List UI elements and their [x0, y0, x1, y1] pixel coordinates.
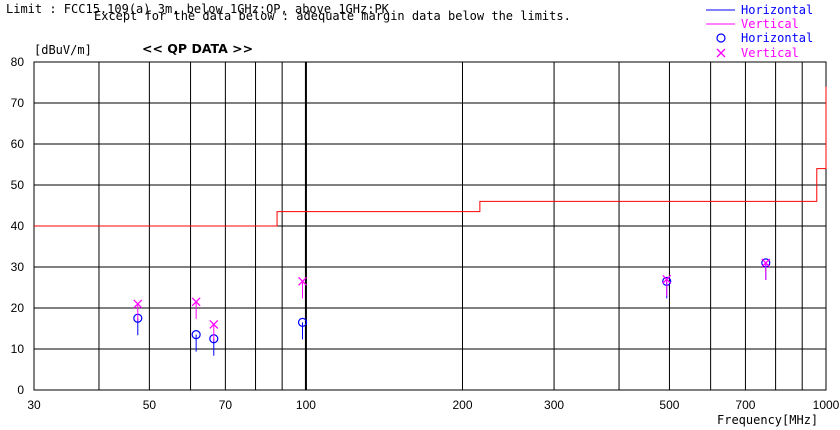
x-tick-label: 30 — [27, 398, 41, 412]
vertical-point — [761, 258, 771, 268]
x-tick-label: 200 — [452, 398, 472, 412]
y-axis-label: [dBuV/m] — [34, 43, 92, 57]
y-tick-label: 40 — [11, 219, 25, 233]
y-tick-label: 50 — [11, 178, 25, 192]
legend-circle-swatch — [716, 33, 726, 43]
x-tick-label: 50 — [143, 398, 157, 412]
cross-stroke — [662, 274, 672, 284]
legend-label: Horizontal — [741, 31, 813, 45]
x-tick-label: 100 — [296, 398, 316, 412]
y-tick-label: 80 — [11, 55, 25, 69]
cross-stroke — [761, 258, 771, 268]
cross-stroke — [209, 319, 219, 329]
y-tick-label: 60 — [11, 137, 25, 151]
chart-title: << QP DATA >> — [142, 41, 253, 56]
vertical-point — [662, 274, 672, 284]
horizontal-point — [191, 330, 201, 340]
vertical-point — [209, 319, 219, 329]
legend-label: Horizontal — [741, 3, 813, 17]
x-tick-label: 70 — [219, 398, 233, 412]
vertical-point — [133, 299, 143, 309]
x-tick-label: 1000 — [813, 398, 840, 412]
legend-cross-swatch — [716, 48, 726, 58]
legend-label: Vertical — [741, 46, 799, 60]
vertical-point — [191, 297, 201, 307]
limit-line — [34, 86, 827, 227]
cross-stroke — [191, 297, 201, 307]
horizontal-point — [297, 317, 308, 327]
cross-stroke — [298, 276, 307, 286]
cross-stroke — [133, 299, 143, 309]
y-tick-label: 0 — [17, 383, 24, 397]
legend-label: Vertical — [741, 17, 799, 31]
y-tick-label: 10 — [11, 342, 25, 356]
x-tick-label: 500 — [659, 398, 679, 412]
data-marks — [133, 258, 771, 356]
x-tick-label: 300 — [544, 398, 564, 412]
axis-ticks: 0 10 20 30 40 50 60 70 80 30 50 70 100 200 300 500 700 10… — [11, 55, 840, 412]
y-tick-label: 70 — [11, 96, 25, 110]
y-tick-label: 20 — [11, 301, 25, 315]
y-tick-label: 30 — [11, 260, 25, 274]
x-axis-label: Frequency[MHz] — [717, 413, 818, 427]
note-line-text: Except for the data below : adequate mar… — [94, 9, 571, 23]
vertical-point — [298, 276, 307, 286]
x-tick-label: 700 — [735, 398, 755, 412]
limit-line-text: Limit : FCC15.109(a) 3m, below 1GHz:QP, … — [6, 2, 390, 16]
limit-polyline — [34, 86, 827, 227]
